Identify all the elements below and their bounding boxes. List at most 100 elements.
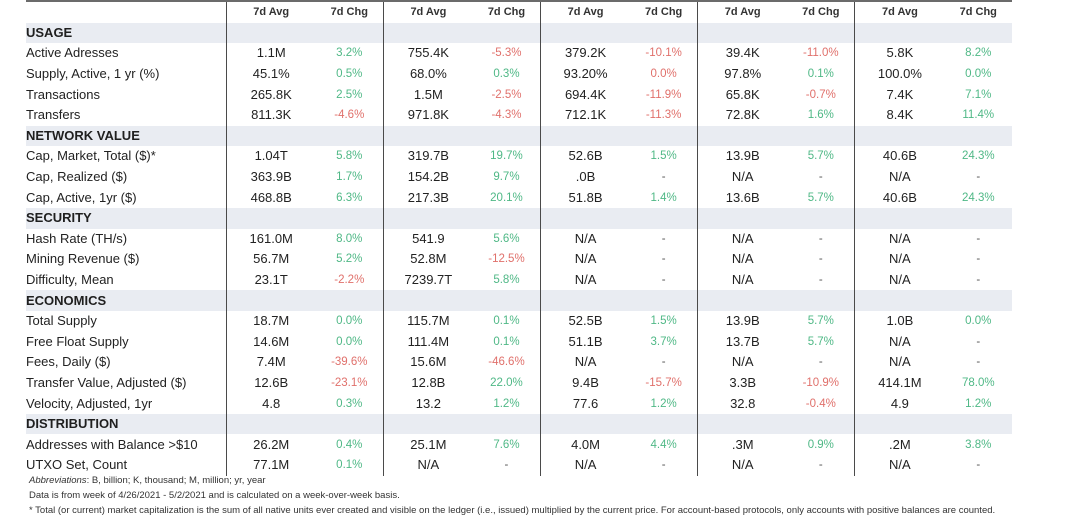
section-empty-cell [630,290,698,311]
avg-value: 1.5M [382,84,474,105]
section-empty-cell [787,290,855,311]
change-value: 0.1% [493,335,520,348]
avg-value: 115.7M [382,310,474,332]
avg-value: 8.4K [854,104,945,126]
table-row: UTXO Set, Count 77.1M 0.1% N/A - N/A - N/A - N/A - [26,455,1012,476]
change-value: - [818,232,823,245]
change-value: 5.7% [807,335,834,348]
metric-label: Transfer Value, Adjusted ($) [26,374,187,390]
change-value: -15.7% [645,376,682,389]
avg-value: 4.0M [539,434,631,456]
section-empty-cell [854,22,945,44]
change-value: 5.8% [336,150,363,163]
section-empty-cell [225,290,316,311]
change-value: - [976,232,981,245]
metric-label: Fees, Daily ($) [26,354,111,370]
avg-value: 14.6M [225,331,316,353]
table-row: Fees, Daily ($) 7.4M -39.6% 15.6M -46.6% N/A -… [26,352,1012,373]
section-title: DISTRIBUTION [26,413,227,435]
change-value: 0.3% [493,68,520,81]
change-value: -2.2% [334,274,365,287]
change-value: - [976,274,981,287]
avg-value: 265.8K [225,84,316,105]
change-value: -0.4% [805,397,836,410]
section-row: DISTRIBUTION [26,413,1012,435]
section-empty-cell [630,125,698,147]
section-empty-cell [315,413,384,435]
change-value: -0.7% [805,88,836,101]
avg-value: 32.8 [697,393,788,414]
section-row: USAGE [26,22,1012,44]
avg-value: N/A [854,166,945,188]
section-row: SECURITY [26,207,1012,229]
section-empty-cell [787,22,855,44]
section-title: USAGE [26,22,227,44]
avg-value: 9.4B [539,372,631,394]
avg-value: 811.3K [225,104,316,126]
change-value: 0.1% [493,315,520,328]
change-value: - [661,253,666,266]
change-value: 1.5% [650,315,677,328]
avg-value: N/A [539,352,631,373]
change-value: 0.0% [650,68,677,81]
change-value: 7.1% [965,88,992,101]
avg-value: 51.8B [539,187,631,208]
table-row: Mining Revenue ($) 56.7M 5.2% 52.8M -12.5% N/… [26,249,1012,270]
avg-value: 77.6 [539,393,631,414]
table-row: Total Supply 18.7M 0.0% 115.7M 0.1% 52.5B 1.5%… [26,310,1012,332]
section-empty-cell [382,290,474,311]
avg-value: 25.1M [382,434,474,456]
avg-value: 97.8% [697,63,788,85]
section-empty-cell [854,125,945,147]
avg-value: 3.3B [697,372,788,394]
section-empty-cell [854,207,945,229]
avg-value: N/A [854,331,945,353]
avg-value: 52.5B [539,310,631,332]
section-empty-cell [315,290,384,311]
table-row: Difficulty, Mean 23.1T -2.2% 7239.7T 5.8% N/A… [26,269,1012,291]
avg-value: 72.8K [697,104,788,126]
avg-value: 68.0% [382,63,474,85]
change-value: 6.3% [336,191,363,204]
avg-value: 13.9B [697,146,788,167]
section-empty-cell [382,413,474,435]
header-7d-avg: 7d Avg [854,2,945,23]
change-value: - [661,232,666,245]
footer-data-note: Data is from week of 4/26/2021 - 5/2/202… [29,490,400,501]
section-row: ECONOMICS [26,290,1012,311]
header-7d-chg: 7d Chg [644,6,683,19]
avg-value: 52.8M [382,249,474,270]
avg-value: N/A [382,455,474,476]
section-empty-cell [944,413,1012,435]
change-value: - [818,171,823,184]
change-value: - [818,459,823,472]
section-empty-cell [944,125,1012,147]
change-value: 1.6% [807,109,834,122]
change-value: 7.6% [493,438,520,451]
avg-value: 5.8K [854,43,945,64]
table-row: Active Adresses 1.1M 3.2% 755.4K -5.3% 379.2K… [26,43,1012,64]
metric-label: Transactions [26,86,100,102]
metric-label: Cap, Realized ($) [26,169,128,185]
avg-value: 13.7B [697,331,788,353]
header-7d-chg: 7d Chg [330,6,368,19]
header-7d-avg: 7d Avg [539,2,631,23]
section-empty-cell [225,125,316,147]
avg-value: 13.6B [697,187,788,208]
avg-value: 971.8K [382,104,474,126]
avg-value: 161.0M [225,228,316,250]
change-value: 2.5% [336,88,363,101]
change-value: 0.9% [807,438,834,451]
table-row: Cap, Realized ($) 363.9B 1.7% 154.2B 9.7% .0B… [26,166,1012,188]
change-value: 0.0% [965,68,992,81]
metric-label: Addresses with Balance >$10 [26,436,198,452]
header-row: 7d Avg 7d Chg 7d Avg 7d Chg 7d Avg 7d Chg 7d A… [26,2,1012,23]
avg-value: 12.8B [382,372,474,394]
section-empty-cell [473,290,541,311]
change-value: 19.7% [490,150,523,163]
change-value: - [976,253,981,266]
change-value: -23.1% [331,376,368,389]
change-value: 0.1% [336,459,363,472]
avg-value: 694.4K [539,84,631,105]
change-value: 3.2% [336,47,363,60]
